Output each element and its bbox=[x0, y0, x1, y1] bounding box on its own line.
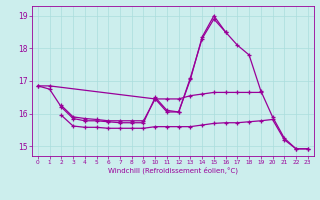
X-axis label: Windchill (Refroidissement éolien,°C): Windchill (Refroidissement éolien,°C) bbox=[108, 167, 238, 174]
